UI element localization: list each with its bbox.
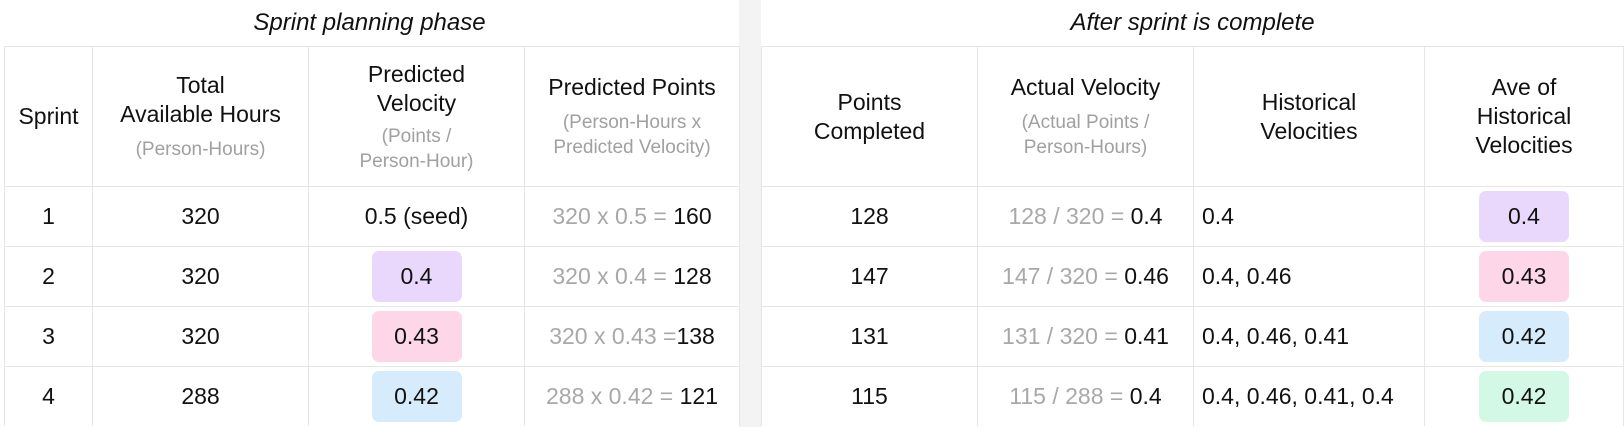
velocity-result: 0.4 (1130, 203, 1163, 229)
velocity-calculation: 115 / 288 = (1009, 383, 1130, 409)
header-average-velocities: Ave of Historical Velocities (1424, 46, 1624, 187)
available-hours: 320 (92, 246, 309, 307)
historical-velocities: 0.4, 0.46, 0.41 (1193, 306, 1425, 367)
average-velocity: 0.42 (1424, 366, 1624, 426)
sprint-completion-table: Points Completed Actual Velocity (Actual… (761, 46, 1624, 426)
section-divider (739, 0, 761, 427)
velocity-chip-blue: 0.42 (371, 371, 462, 422)
points-result: 138 (676, 323, 715, 349)
header-predicted-points: Predicted Points (Person-Hours x Predict… (524, 46, 740, 187)
velocity-result: 0.46 (1124, 263, 1169, 289)
average-chip-purple: 0.4 (1479, 191, 1569, 242)
sprint-planning-table: Sprint Total Available Hours (Person-Hou… (4, 46, 740, 426)
points-completed: 128 (761, 186, 978, 247)
average-chip-blue: 0.42 (1479, 311, 1569, 362)
velocity-chip-pink: 0.43 (371, 311, 462, 362)
available-hours: 320 (92, 186, 309, 247)
points-calculation: 288 x 0.42 = (545, 383, 680, 409)
planning-header-row: Sprint Total Available Hours (Person-Hou… (4, 46, 740, 187)
completion-row: 147 147 / 320 = 0.46 0.4, 0.46 0.43 (761, 246, 1624, 307)
velocity-chip-purple: 0.4 (371, 251, 462, 302)
header-available-hours: Total Available Hours (Person-Hours) (92, 46, 309, 187)
planning-row: 2 320 0.4 320 x 0.4 = 128 (4, 246, 740, 307)
sprint-number: 3 (4, 306, 93, 367)
average-chip-green: 0.42 (1479, 371, 1569, 422)
points-result: 128 (673, 263, 712, 289)
planning-section-title: Sprint planning phase (253, 9, 486, 36)
actual-velocity: 115 / 288 = 0.4 (977, 366, 1194, 426)
points-result: 121 (679, 383, 718, 409)
average-chip-pink: 0.43 (1479, 251, 1569, 302)
points-completed: 131 (761, 306, 978, 367)
available-hours: 320 (92, 306, 309, 367)
actual-velocity: 147 / 320 = 0.46 (977, 246, 1194, 307)
historical-velocities: 0.4, 0.46, 0.41, 0.4 (1193, 366, 1425, 426)
completion-row: 115 115 / 288 = 0.4 0.4, 0.46, 0.41, 0.4… (761, 366, 1624, 426)
predicted-points: 320 x 0.4 = 128 (524, 246, 740, 307)
points-calculation: 320 x 0.5 = (552, 203, 674, 229)
header-actual-velocity: Actual Velocity (Actual Points / Person-… (977, 46, 1194, 187)
predicted-velocity: 0.42 (308, 366, 525, 426)
header-points-completed: Points Completed (761, 46, 978, 187)
average-velocity: 0.43 (1424, 246, 1624, 307)
average-velocity: 0.4 (1424, 186, 1624, 247)
predicted-velocity: 0.4 (308, 246, 525, 307)
completion-header-row: Points Completed Actual Velocity (Actual… (761, 46, 1624, 187)
completion-row: 131 131 / 320 = 0.41 0.4, 0.46, 0.41 0.4… (761, 306, 1624, 367)
planning-row: 1 320 0.5 (seed) 320 x 0.5 = 160 (4, 186, 740, 247)
predicted-points: 320 x 0.5 = 160 (524, 186, 740, 247)
predicted-velocity: 0.43 (308, 306, 525, 367)
points-calculation: 320 x 0.43 = (549, 323, 677, 349)
header-sprint: Sprint (4, 46, 93, 187)
points-completed: 115 (761, 366, 978, 426)
average-velocity: 0.42 (1424, 306, 1624, 367)
predicted-points: 288 x 0.42 = 121 (524, 366, 740, 426)
velocity-result: 0.4 (1129, 383, 1162, 409)
velocity-calculation: 128 / 320 = (1008, 203, 1131, 229)
completion-section-title: After sprint is complete (1070, 9, 1315, 36)
available-hours: 288 (92, 366, 309, 426)
predicted-points: 320 x 0.43 =138 (524, 306, 740, 367)
points-calculation: 320 x 0.4 = (552, 263, 674, 289)
sprint-number: 1 (4, 186, 93, 247)
actual-velocity: 131 / 320 = 0.41 (977, 306, 1194, 367)
completion-row: 128 128 / 320 = 0.4 0.4 0.4 (761, 186, 1624, 247)
historical-velocities: 0.4, 0.46 (1193, 246, 1425, 307)
sprint-number: 2 (4, 246, 93, 307)
velocity-calculation: 147 / 320 = (1002, 263, 1125, 289)
historical-velocities: 0.4 (1193, 186, 1425, 247)
header-historical-velocities: Historical Velocities (1193, 46, 1425, 187)
velocity-result: 0.41 (1124, 323, 1169, 349)
sprint-number: 4 (4, 366, 93, 426)
actual-velocity: 128 / 320 = 0.4 (977, 186, 1194, 247)
velocity-calculation: 131 / 320 = (1002, 323, 1125, 349)
planning-row: 4 288 0.42 288 x 0.42 = 121 (4, 366, 740, 426)
header-predicted-velocity: Predicted Velocity (Points / Person-Hour… (308, 46, 525, 187)
predicted-velocity: 0.5 (seed) (308, 186, 525, 247)
planning-row: 3 320 0.43 320 x 0.43 =138 (4, 306, 740, 367)
points-result: 160 (673, 203, 712, 229)
points-completed: 147 (761, 246, 978, 307)
